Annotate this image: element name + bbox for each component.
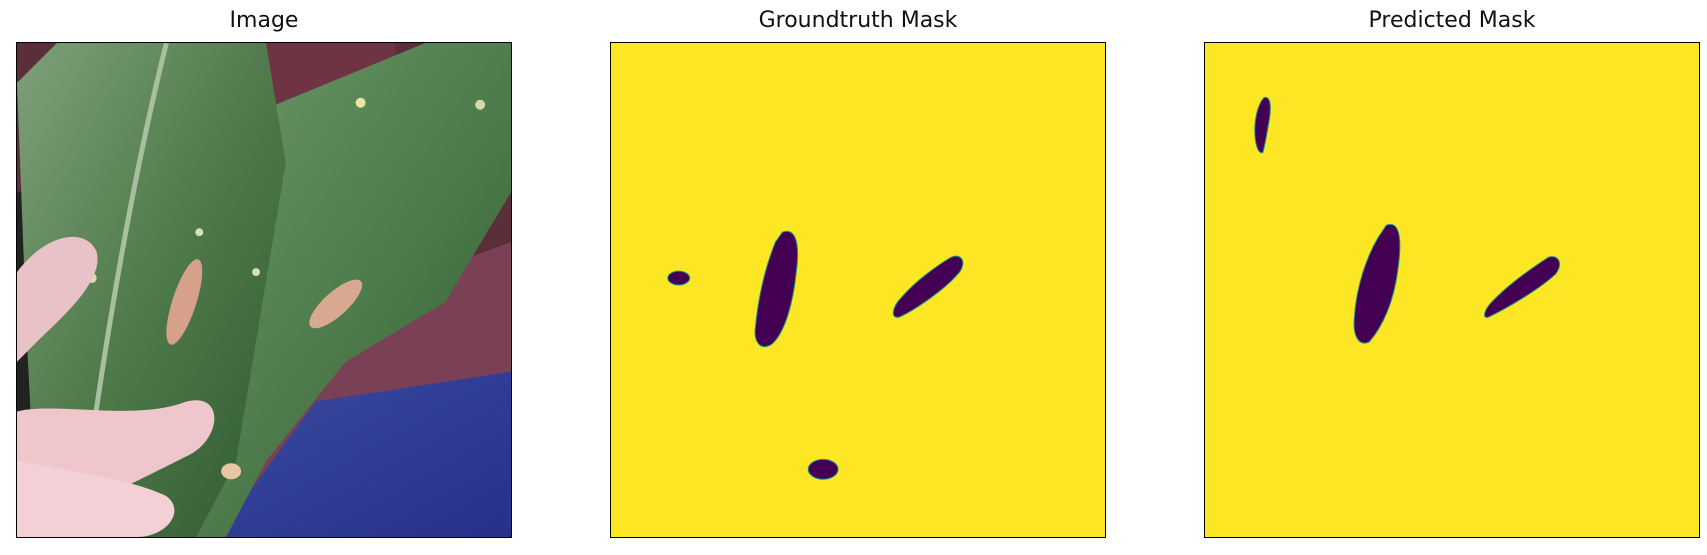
- leaf-photo: [16, 42, 512, 538]
- panel-title: Predicted Mask: [1368, 8, 1536, 33]
- groundtruth-mask-image: [610, 42, 1106, 538]
- panel-image: Image: [16, 0, 512, 555]
- panel-groundtruth-mask: Groundtruth Mask: [610, 0, 1106, 555]
- panel-predicted-mask: Predicted Mask: [1204, 0, 1700, 555]
- predicted-mask-image: [1204, 42, 1700, 538]
- panel-title: Image: [229, 8, 299, 33]
- panel-title: Groundtruth Mask: [758, 8, 958, 33]
